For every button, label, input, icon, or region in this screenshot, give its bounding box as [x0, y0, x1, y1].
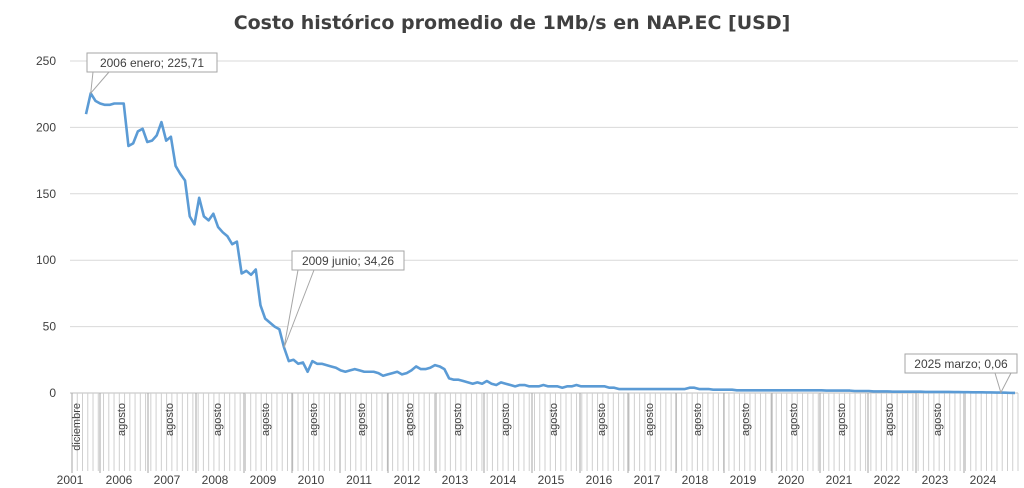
- annotation-callout: 2009 junio; 34,26: [283, 250, 405, 348]
- x-month-label: agosto: [788, 403, 800, 436]
- x-year-label: 2011: [346, 473, 372, 487]
- x-year-label: 2006: [106, 473, 133, 487]
- x-month-label: agosto: [308, 403, 320, 436]
- annotation-leader: [90, 71, 110, 95]
- x-month-label: agosto: [596, 403, 608, 436]
- x-year-label: 2007: [154, 473, 181, 487]
- annotation-leader: [283, 269, 315, 348]
- x-month-label: agosto: [212, 403, 224, 436]
- x-month-label: agosto: [884, 403, 896, 436]
- series-layer: [84, 91, 1016, 395]
- x-month-label: agosto: [692, 403, 704, 436]
- x-month-label: agosto: [452, 403, 464, 436]
- x-month-label: agosto: [500, 403, 512, 436]
- y-tick-label: 150: [36, 187, 56, 201]
- x-year-label: 2021: [826, 473, 853, 487]
- annotation-label: 2025 marzo; 0,06: [914, 357, 1008, 371]
- x-month-label: agosto: [260, 403, 272, 436]
- y-axis: 0 50 100 150 200 250: [36, 54, 56, 400]
- x-month-label: agosto: [116, 403, 128, 436]
- chart-title: Costo histórico promedio de 1Mb/s en NAP…: [233, 12, 791, 34]
- x-month-label: agosto: [404, 403, 416, 436]
- x-year-label: 2010: [298, 473, 325, 487]
- x-month-label: agosto: [164, 403, 176, 436]
- x-year-label: 2014: [490, 473, 517, 487]
- x-year-label: 2012: [394, 473, 421, 487]
- x-month-label: agosto: [356, 403, 368, 436]
- x-year-label: 2020: [778, 473, 805, 487]
- annotation-callout: 2025 marzo; 0,06: [904, 353, 1018, 394]
- annotation-box: [86, 52, 218, 73]
- x-month-label: agosto: [932, 403, 944, 436]
- x-year-label: 2009: [250, 473, 277, 487]
- y-tick-label: 200: [36, 120, 56, 134]
- x-month-label: agosto: [836, 403, 848, 436]
- x-month-label: agosto: [644, 403, 656, 436]
- y-tick-label: 250: [36, 54, 56, 68]
- x-year-label: 2023: [922, 473, 949, 487]
- annotation-box: [291, 250, 405, 271]
- x-year-label: 2001: [57, 473, 84, 487]
- x-month-label: agosto: [548, 403, 560, 436]
- annotation-box: [904, 353, 1018, 374]
- x-year-label: 2019: [730, 473, 757, 487]
- annotations: 2006 enero; 225,71 2009 junio; 34,26 2025 …: [86, 52, 1018, 394]
- y-tick-label: 100: [36, 253, 56, 267]
- x-year-label: 2017: [634, 473, 661, 487]
- x-year-label: 2016: [586, 473, 613, 487]
- x-axis: diciembre agosto agosto agosto agosto agosto a…: [57, 393, 1019, 487]
- x-month-label: agosto: [740, 403, 752, 436]
- x-year-label: 2008: [202, 473, 229, 487]
- x-year-label: 2015: [538, 473, 565, 487]
- x-year-label: 2022: [874, 473, 901, 487]
- x-month-label: diciembre: [71, 403, 83, 451]
- annotation-leader: [994, 372, 1012, 394]
- annotation-label: 2009 junio; 34,26: [302, 254, 394, 268]
- y-tick-label: 0: [49, 386, 56, 400]
- gridlines: [70, 60, 1018, 394]
- series-line: [84, 91, 1016, 395]
- y-tick-label: 50: [43, 320, 57, 334]
- x-year-label: 2024: [970, 473, 997, 487]
- x-year-label: 2013: [442, 473, 469, 487]
- annotation-label: 2006 enero; 225,71: [100, 56, 204, 70]
- x-year-label: 2018: [682, 473, 709, 487]
- annotation-callout: 2006 enero; 225,71: [86, 52, 218, 95]
